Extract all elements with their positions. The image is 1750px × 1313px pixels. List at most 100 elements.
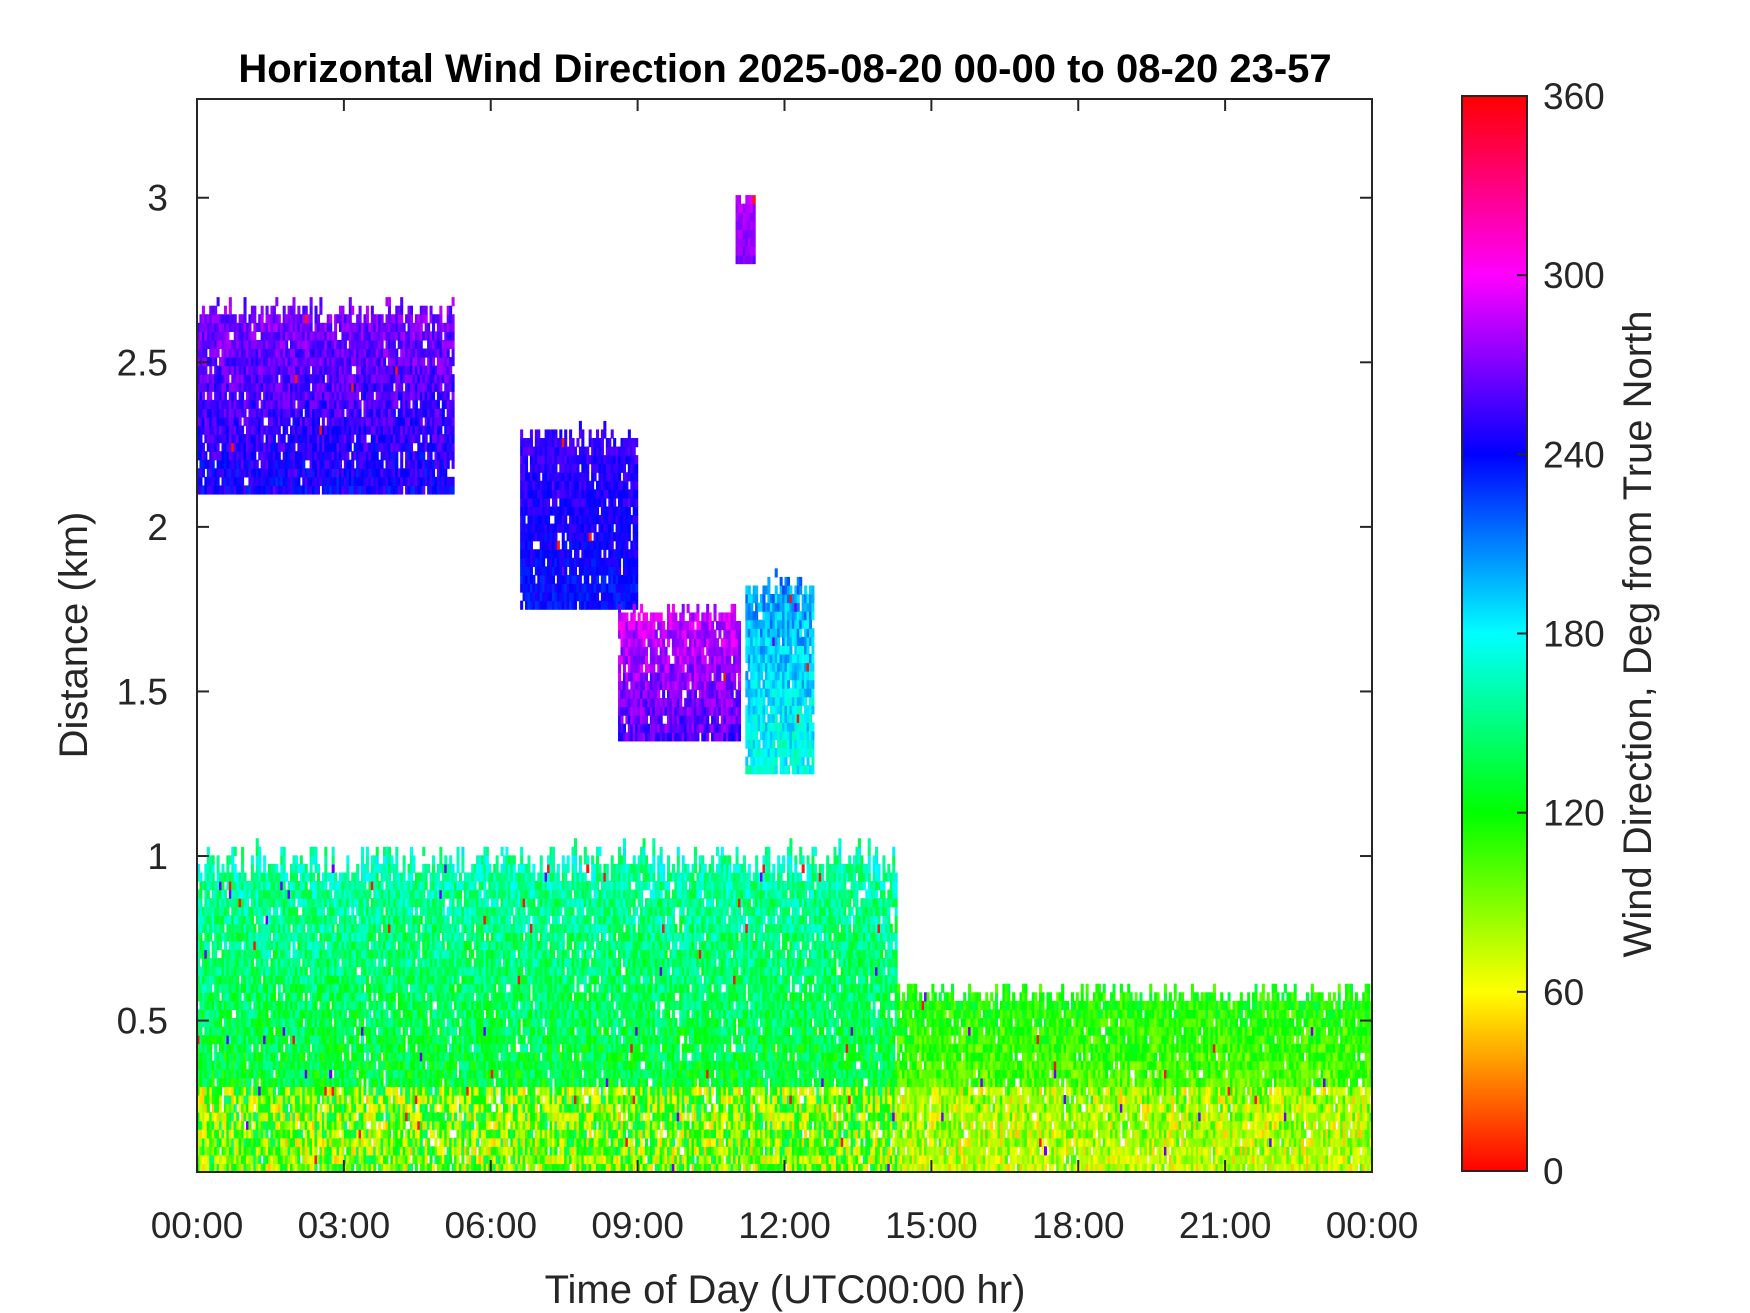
heatmap-cell — [216, 1017, 220, 1028]
heatmap-cell — [282, 1000, 286, 1011]
heatmap-cell — [432, 1129, 436, 1139]
heatmap-cell — [336, 1137, 340, 1147]
heatmap-cell — [201, 915, 205, 925]
heatmap-cell — [292, 1060, 296, 1070]
heatmap-cell — [258, 1129, 262, 1139]
heatmap-cell — [241, 1000, 245, 1011]
heatmap-cell — [275, 940, 279, 951]
heatmap-cell — [285, 940, 289, 951]
heatmap-cell — [216, 975, 220, 985]
heatmap-cell — [334, 1077, 338, 1088]
heatmap-cell — [329, 898, 333, 908]
heatmap-cell — [223, 975, 227, 985]
heatmap-cell — [265, 889, 269, 899]
heatmap-cell — [248, 1086, 252, 1096]
heatmap-cell — [236, 1060, 240, 1070]
heatmap-cell — [258, 889, 262, 899]
heatmap-cell — [302, 1146, 306, 1156]
heatmap-cell — [199, 1052, 203, 1062]
heatmap-cell — [250, 1094, 254, 1105]
heatmap-cell — [226, 863, 230, 874]
heatmap-cell — [201, 906, 205, 916]
heatmap-cell — [329, 1060, 333, 1070]
heatmap-cell — [231, 1137, 235, 1147]
heatmap-cell — [331, 1052, 335, 1062]
heatmap-cell — [206, 1069, 210, 1079]
heatmap-cell — [270, 1103, 274, 1113]
heatmap-cell — [248, 1026, 252, 1036]
heatmap-cell — [238, 966, 242, 976]
heatmap-cell — [206, 872, 210, 882]
heatmap-cell — [319, 906, 323, 916]
heatmap-cell — [258, 855, 262, 865]
heatmap-cell — [336, 1112, 340, 1122]
heatmap-cell — [245, 1086, 250, 1096]
heatmap-cell — [329, 1094, 333, 1105]
heatmap-cell — [201, 1137, 205, 1147]
heatmap-cell — [429, 1000, 433, 1011]
heatmap-cell — [336, 983, 340, 993]
heatmap-cell — [282, 1052, 286, 1062]
heatmap-cell — [299, 889, 303, 899]
heatmap-cell — [258, 1017, 262, 1028]
heatmap-cell — [199, 949, 203, 959]
heatmap-cell — [336, 1000, 340, 1011]
heatmap-cell — [290, 1086, 294, 1096]
heatmap-cell — [265, 949, 269, 959]
heatmap-cell — [285, 1026, 289, 1036]
heatmap-cell — [309, 1069, 313, 1079]
heatmap-cell — [280, 846, 284, 856]
heatmap-cell — [338, 983, 343, 993]
heatmap-cell — [385, 1154, 389, 1165]
heatmap-cell — [292, 923, 296, 933]
heatmap-cell — [214, 1026, 218, 1036]
heatmap-cell — [267, 1060, 272, 1070]
heatmap-cell — [265, 1163, 269, 1172]
heatmap-cell — [204, 915, 208, 925]
heatmap-cell — [243, 983, 247, 993]
heatmap-cell — [309, 855, 313, 865]
heatmap-cell — [294, 1052, 298, 1062]
heatmap-cell — [228, 1077, 232, 1088]
heatmap-cell — [270, 1069, 274, 1079]
heatmap-cell — [292, 1154, 296, 1165]
heatmap-cell — [299, 1060, 303, 1070]
heatmap-cell — [326, 1077, 330, 1088]
heatmap-cell — [529, 1000, 533, 1011]
heatmap-cell — [312, 1137, 316, 1147]
heatmap-cell — [275, 1137, 279, 1147]
heatmap-cell — [267, 1094, 272, 1105]
heatmap-cell — [245, 1129, 250, 1139]
heatmap-cell — [211, 1137, 215, 1147]
heatmap-cell — [294, 1120, 298, 1130]
heatmap-cell — [395, 863, 399, 874]
heatmap-cell — [309, 932, 313, 942]
heatmap-cell — [255, 1000, 259, 1011]
heatmap-cell — [297, 1043, 301, 1053]
heatmap-cell — [199, 1103, 203, 1113]
heatmap-cell — [542, 1026, 546, 1036]
heatmap-cell — [329, 1069, 333, 1079]
heatmap-cell — [263, 1112, 267, 1122]
heatmap-cell — [248, 975, 252, 985]
heatmap-cell — [343, 898, 347, 908]
heatmap-cell — [429, 1086, 433, 1096]
heatmap-cell — [282, 1069, 286, 1079]
heatmap-cell — [204, 1060, 208, 1070]
heatmap-cell — [248, 1035, 252, 1045]
heatmap-cell — [292, 855, 296, 865]
heatmap-cell — [290, 1137, 294, 1147]
heatmap-cell — [338, 1060, 343, 1070]
heatmap-cell — [507, 915, 511, 925]
heatmap-cell — [304, 940, 308, 951]
heatmap-cell — [265, 1154, 269, 1165]
heatmap-cell — [231, 889, 235, 899]
heatmap-cell — [544, 1069, 548, 1079]
heatmap-cell — [280, 932, 284, 942]
heatmap-cell — [238, 940, 242, 951]
heatmap-cell — [427, 1137, 431, 1147]
heatmap-cell — [204, 983, 208, 993]
heatmap-cell — [334, 975, 338, 985]
heatmap-cell — [206, 1077, 210, 1088]
heatmap-cell — [309, 1017, 313, 1028]
